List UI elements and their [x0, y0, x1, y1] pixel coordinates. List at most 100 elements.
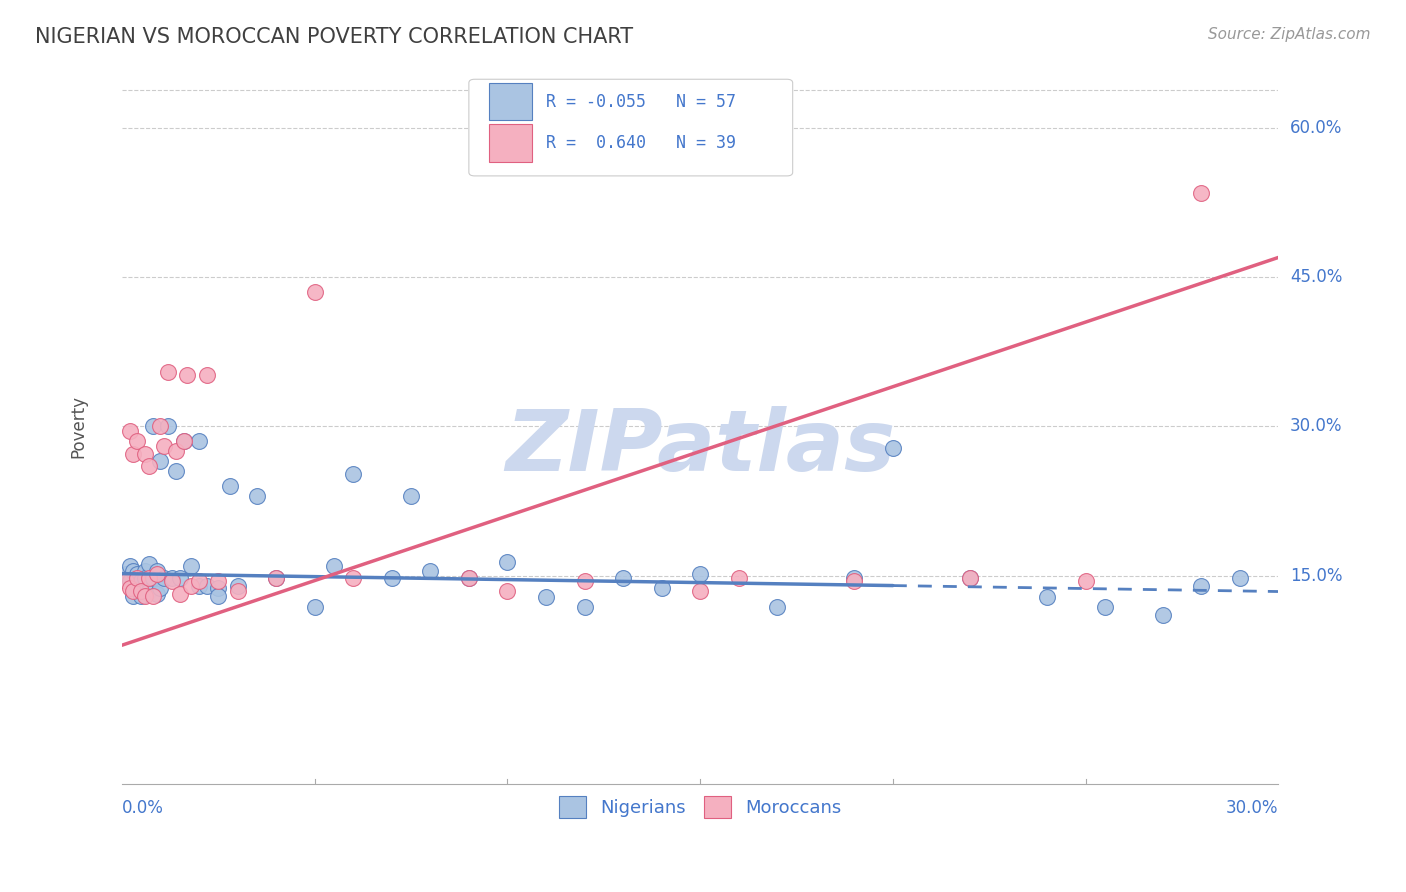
Point [188, 574, 211, 588]
Text: R = -0.055   N = 57: R = -0.055 N = 57 [547, 93, 737, 111]
Point [612, 571, 634, 585]
Point [118, 425, 141, 439]
Point [138, 557, 160, 571]
Point [153, 439, 176, 453]
FancyBboxPatch shape [468, 79, 793, 176]
Point [138, 459, 160, 474]
Point [226, 578, 249, 592]
Point [180, 578, 202, 592]
Point [176, 368, 198, 382]
Point [122, 564, 145, 578]
Point [142, 589, 165, 603]
Point [149, 581, 172, 595]
Point [304, 285, 326, 300]
Point [218, 479, 240, 493]
FancyBboxPatch shape [488, 124, 533, 161]
Point [127, 578, 149, 592]
Point [689, 583, 711, 598]
Point [188, 578, 211, 592]
Point [173, 434, 195, 449]
Point [574, 574, 596, 588]
Point [226, 583, 249, 598]
Point [304, 600, 326, 615]
Point [157, 365, 180, 379]
Point [129, 589, 152, 603]
Point [689, 566, 711, 581]
Point [145, 564, 167, 578]
Point [207, 581, 229, 595]
Point [1094, 600, 1116, 615]
Point [160, 574, 183, 588]
Point [844, 574, 866, 588]
Point [457, 571, 479, 585]
Point [142, 571, 165, 585]
Text: NIGERIAN VS MOROCCAN POVERTY CORRELATION CHART: NIGERIAN VS MOROCCAN POVERTY CORRELATION… [35, 27, 633, 46]
Text: 30.0%: 30.0% [1226, 799, 1278, 817]
Point [129, 574, 152, 588]
Point [127, 434, 149, 449]
Point [149, 454, 172, 468]
Point [264, 571, 287, 585]
Text: 45.0%: 45.0% [1289, 268, 1343, 286]
Point [419, 564, 441, 578]
Text: R =  0.640   N = 39: R = 0.640 N = 39 [547, 134, 737, 152]
Point [122, 583, 145, 598]
Point [1189, 578, 1212, 592]
Point [145, 586, 167, 600]
Point [264, 571, 287, 585]
Point [323, 558, 346, 573]
Point [114, 566, 136, 581]
Point [153, 571, 176, 585]
Point [173, 434, 195, 449]
Point [142, 419, 165, 434]
Point [157, 419, 180, 434]
Text: Source: ZipAtlas.com: Source: ZipAtlas.com [1208, 27, 1371, 42]
Point [134, 447, 156, 461]
Point [169, 571, 191, 585]
Point [114, 574, 136, 588]
Point [138, 571, 160, 585]
Point [246, 489, 269, 503]
Point [844, 571, 866, 585]
Point [496, 555, 519, 569]
Point [1074, 574, 1097, 588]
Point [959, 571, 981, 585]
FancyBboxPatch shape [488, 83, 533, 120]
Point [127, 571, 149, 585]
Point [534, 591, 557, 605]
Point [149, 419, 172, 434]
Point [127, 566, 149, 581]
Point [169, 586, 191, 600]
Point [165, 444, 187, 458]
Point [496, 583, 519, 598]
Point [651, 581, 673, 595]
Point [129, 583, 152, 598]
Point [574, 600, 596, 615]
Point [165, 464, 187, 478]
Point [195, 578, 218, 592]
Point [195, 368, 218, 382]
Text: 30.0%: 30.0% [1289, 417, 1343, 435]
Point [122, 589, 145, 603]
Text: 0.0%: 0.0% [122, 799, 165, 817]
Point [766, 600, 789, 615]
Text: ZIPatlas: ZIPatlas [505, 407, 896, 490]
Text: 60.0%: 60.0% [1289, 120, 1343, 137]
Point [381, 571, 404, 585]
Point [122, 447, 145, 461]
Point [138, 583, 160, 598]
Legend: Nigerians, Moroccans: Nigerians, Moroccans [551, 789, 849, 825]
Point [342, 571, 364, 585]
Text: Poverty: Poverty [69, 395, 87, 458]
Point [207, 589, 229, 603]
Point [118, 574, 141, 588]
Point [118, 581, 141, 595]
Point [188, 434, 211, 449]
Point [1189, 186, 1212, 200]
Point [399, 489, 422, 503]
Point [134, 571, 156, 585]
Point [1152, 608, 1174, 623]
Point [457, 571, 479, 585]
Point [1036, 591, 1059, 605]
Point [342, 467, 364, 482]
